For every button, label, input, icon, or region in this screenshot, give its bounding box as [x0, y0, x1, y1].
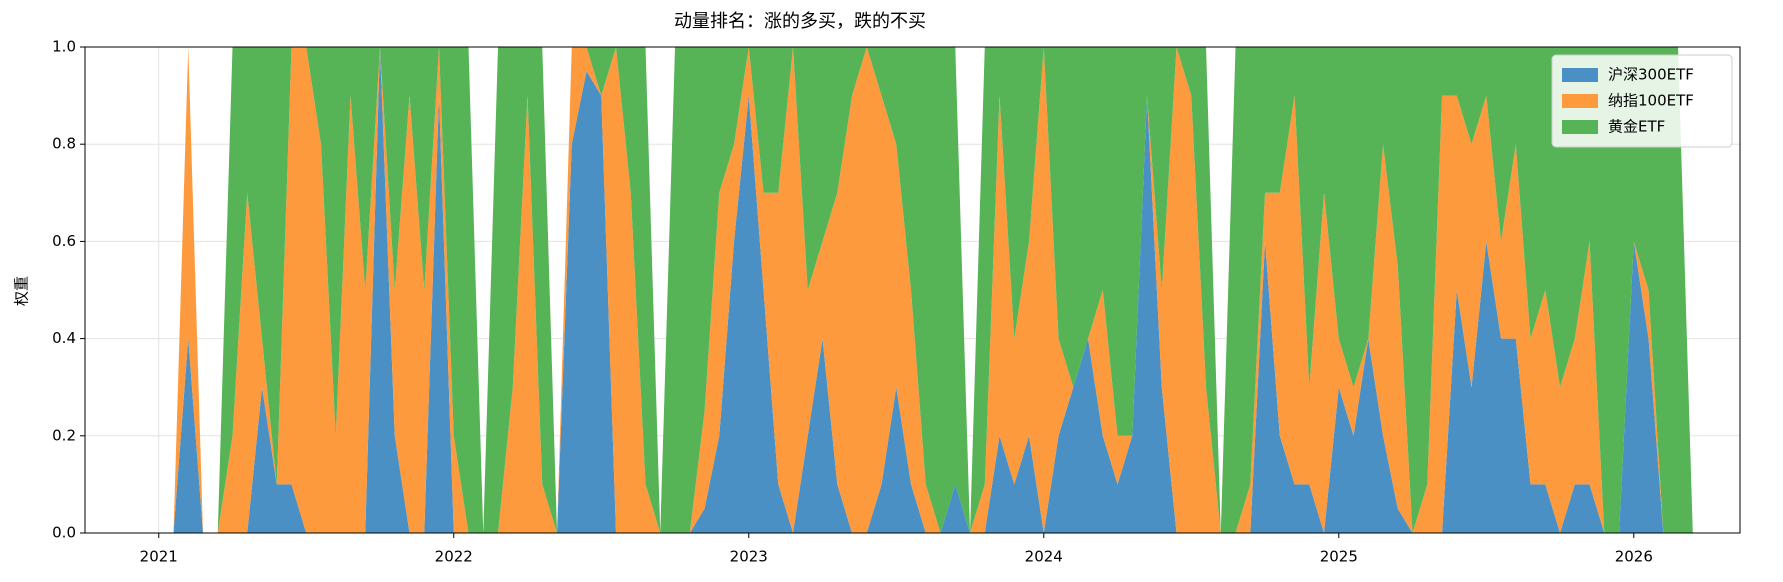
y-tick-label: 0.8 [52, 135, 76, 153]
plot-frame [84, 46, 1741, 534]
legend-label: 黄金ETF [1608, 118, 1665, 136]
y-tick-label: 0.2 [52, 426, 76, 444]
area [173, 47, 1693, 533]
legend: 沪深300ETF 纳指100ETF 黄金ETF [1551, 54, 1733, 148]
y-tick-label: 0.0 [52, 524, 76, 542]
x-tick-label: 2026 [1615, 548, 1653, 566]
y-tick-label: 1.0 [52, 38, 76, 56]
x-tick-label: 2023 [730, 548, 768, 566]
y-tick-label: 0.4 [52, 329, 76, 347]
y-tick-label: 0.6 [52, 232, 76, 250]
legend-label: 纳指100ETF [1608, 92, 1694, 110]
x-tick-label: 2021 [140, 548, 178, 566]
area [173, 47, 1693, 533]
x-tick-label: 2025 [1320, 548, 1358, 566]
x-tick-label: 2024 [1025, 548, 1063, 566]
legend-swatch [1562, 94, 1598, 108]
legend-swatch [1562, 68, 1598, 82]
chart-title: 动量排名：涨的多买，跌的不买 [674, 11, 926, 32]
x-tick-label: 2022 [435, 548, 473, 566]
legend-swatch [1562, 120, 1598, 134]
y-axis-label: 权重 [13, 276, 31, 306]
legend-label: 沪深300ETF [1608, 66, 1694, 84]
